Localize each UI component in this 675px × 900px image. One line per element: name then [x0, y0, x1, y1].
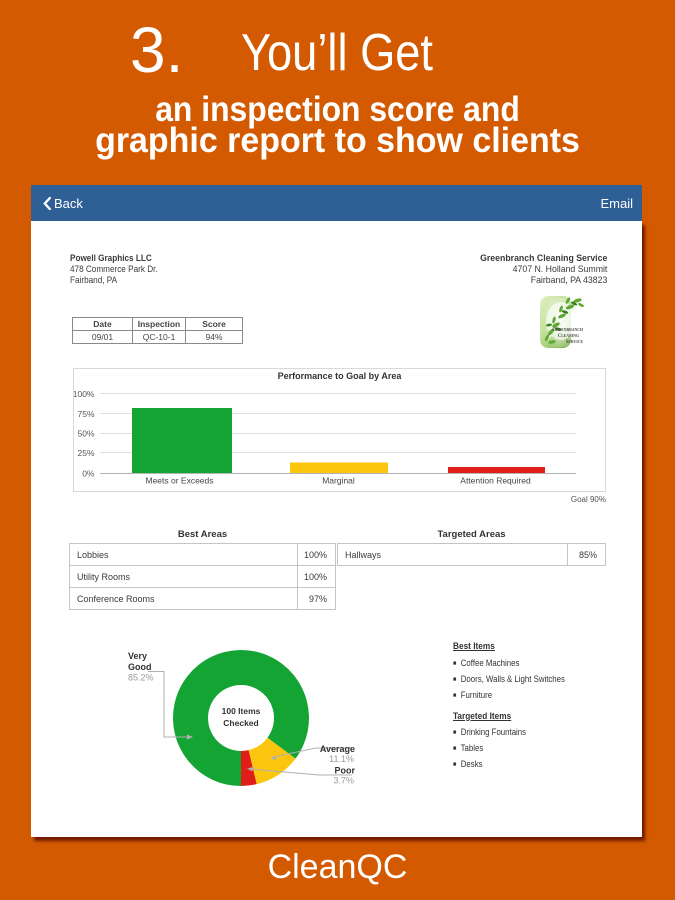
- svg-text:SERVICE: SERVICE: [566, 340, 584, 345]
- svg-text:0%: 0%: [82, 469, 95, 479]
- svg-text:50%: 50%: [77, 429, 94, 439]
- svg-text:GREENBRANCH: GREENBRANCH: [552, 328, 583, 333]
- svg-text:Meets or Exceeds: Meets or Exceeds: [145, 476, 213, 486]
- svg-text:Good: Good: [128, 662, 152, 672]
- svg-text:3.7%: 3.7%: [333, 776, 354, 786]
- svg-text:85.2%: 85.2%: [128, 673, 154, 683]
- svg-text:100 Items: 100 Items: [222, 706, 261, 716]
- svg-text:75%: 75%: [77, 409, 94, 419]
- svg-text:Checked: Checked: [223, 718, 258, 728]
- svg-text:Marginal: Marginal: [322, 476, 355, 486]
- svg-text:25%: 25%: [77, 448, 94, 458]
- svg-text:Average: Average: [320, 744, 355, 754]
- svg-text:100%: 100%: [74, 389, 95, 399]
- svg-text:CLEANING: CLEANING: [558, 334, 579, 339]
- svg-text:Poor: Poor: [334, 766, 355, 776]
- svg-text:11.1%: 11.1%: [329, 754, 354, 764]
- svg-text:Attention Required: Attention Required: [460, 476, 531, 486]
- svg-text:Very: Very: [128, 651, 147, 661]
